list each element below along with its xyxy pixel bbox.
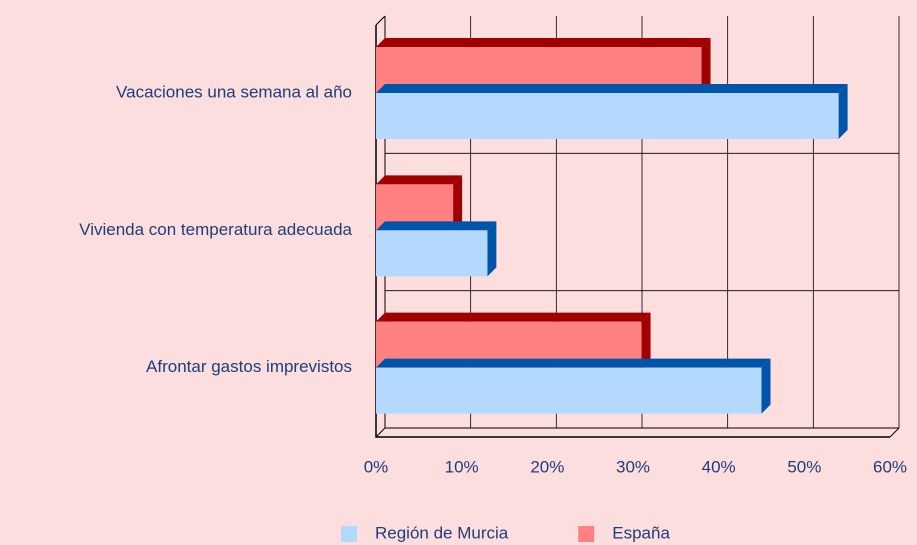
legend-swatch [578, 526, 595, 542]
legend-label: Región de Murcia [375, 523, 509, 542]
x-tick-label: 40% [702, 457, 736, 476]
y-tick-label: Vivienda con temperatura adecuada [79, 220, 352, 239]
plot-frame [375, 427, 386, 438]
bar [376, 93, 839, 139]
x-tick-label: 50% [787, 457, 821, 476]
bar [376, 230, 488, 277]
bar-side [453, 175, 463, 231]
bar-top [376, 312, 651, 322]
x-tick-label: 30% [616, 457, 650, 476]
bar-side [641, 312, 651, 368]
bar-top [376, 358, 771, 368]
legend-label: España [612, 523, 670, 542]
bar-side [761, 358, 771, 414]
bar-top [376, 38, 711, 47]
y-tick-label: Vacaciones una semana al año [116, 82, 352, 101]
bar-side [701, 38, 711, 93]
bar [376, 367, 762, 414]
x-tick-label: 10% [445, 457, 479, 476]
plot-frame [375, 15, 386, 26]
plot-frame [889, 427, 900, 438]
x-tick-label: 20% [530, 457, 564, 476]
bar-top [376, 175, 463, 185]
bar-side [838, 84, 848, 139]
x-tick-label: 60% [873, 457, 907, 476]
bar-top [376, 84, 848, 93]
x-tick-label: 0% [364, 457, 389, 476]
y-tick-label: Afrontar gastos imprevistos [146, 357, 352, 376]
bar-side [487, 221, 497, 277]
legend-swatch [341, 526, 357, 542]
bar-top [376, 221, 497, 231]
